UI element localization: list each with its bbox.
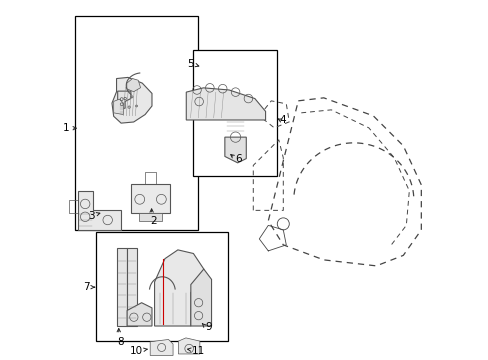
Bar bbox=[96, 232, 228, 341]
Polygon shape bbox=[127, 248, 137, 326]
Polygon shape bbox=[154, 250, 203, 326]
Text: 5: 5 bbox=[187, 59, 193, 69]
Text: 8: 8 bbox=[117, 337, 123, 347]
Text: 10: 10 bbox=[129, 346, 142, 356]
Polygon shape bbox=[118, 91, 131, 108]
Polygon shape bbox=[139, 213, 162, 221]
Text: 11: 11 bbox=[192, 346, 205, 356]
Polygon shape bbox=[78, 191, 121, 230]
Text: 3: 3 bbox=[88, 211, 95, 221]
Bar bbox=[75, 16, 198, 230]
Text: 9: 9 bbox=[205, 322, 211, 332]
Polygon shape bbox=[127, 303, 152, 326]
Polygon shape bbox=[131, 184, 170, 213]
Text: 1: 1 bbox=[62, 123, 69, 133]
Text: 2: 2 bbox=[150, 216, 156, 226]
Polygon shape bbox=[126, 78, 140, 92]
Polygon shape bbox=[186, 88, 265, 120]
Polygon shape bbox=[150, 339, 173, 355]
Polygon shape bbox=[224, 137, 246, 163]
Text: 6: 6 bbox=[235, 154, 242, 164]
Polygon shape bbox=[117, 248, 127, 326]
Text: 7: 7 bbox=[83, 282, 90, 292]
Bar bbox=[192, 50, 276, 176]
Polygon shape bbox=[178, 338, 200, 354]
Polygon shape bbox=[190, 269, 211, 326]
Polygon shape bbox=[113, 99, 123, 114]
Polygon shape bbox=[112, 77, 152, 123]
Text: 4: 4 bbox=[279, 115, 285, 125]
